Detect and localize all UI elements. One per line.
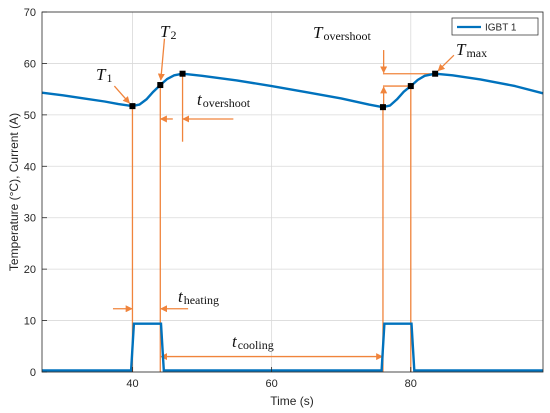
data-marker-6 bbox=[432, 70, 439, 77]
marker-layer bbox=[129, 70, 439, 111]
data-marker-2 bbox=[157, 82, 164, 89]
annotation-t2-main: T bbox=[160, 22, 171, 41]
annotation-t-cooling-main: t bbox=[232, 332, 238, 351]
annotation-t2: T2 bbox=[160, 22, 176, 42]
legend-label: IGBT 1 bbox=[485, 23, 517, 34]
annotation-T-overshoot-main: T bbox=[313, 23, 324, 42]
annotation-t-heating-sub: heating bbox=[184, 293, 219, 307]
pointer-t1 bbox=[113, 85, 130, 104]
annotation-t-cooling: tcooling bbox=[232, 332, 274, 352]
annotation-T-overshoot: Tovershoot bbox=[313, 23, 371, 43]
pointer-t2 bbox=[157, 38, 166, 81]
data-marker-5 bbox=[407, 83, 414, 90]
legend-box bbox=[451, 17, 539, 36]
annotation-t-heating: theating bbox=[178, 287, 219, 307]
y-tick-label: 0 bbox=[30, 367, 36, 379]
annotation-t2-sub: 2 bbox=[170, 28, 176, 42]
annotation-t-overshoot-sub: overshoot bbox=[203, 96, 251, 110]
y-tick-label: 30 bbox=[24, 213, 36, 225]
plot-area bbox=[42, 12, 543, 372]
series-current-line bbox=[42, 322, 543, 372]
annotation-t-max: Tmax bbox=[456, 40, 487, 60]
annotation-t1-sub: 1 bbox=[106, 71, 112, 85]
y-tick-label: 50 bbox=[24, 110, 36, 122]
x-tick-label: 80 bbox=[405, 378, 417, 390]
data-marker-4 bbox=[379, 104, 386, 111]
data-marker-3 bbox=[179, 70, 186, 77]
data-marker-1 bbox=[129, 103, 136, 110]
y-tick-label: 60 bbox=[24, 58, 36, 70]
annotation-t-max-main: T bbox=[456, 40, 467, 59]
y-axis-label: Temperature (°C), Current (A) bbox=[7, 113, 21, 271]
annotation-T-overshoot-sub: overshoot bbox=[323, 29, 371, 43]
annotation-t1-main: T bbox=[96, 65, 107, 84]
annotation-t-overshoot: tovershoot bbox=[197, 90, 251, 110]
x-tick-label: 40 bbox=[126, 378, 138, 390]
x-tick-label: 60 bbox=[266, 378, 278, 390]
pointer-t-max bbox=[437, 54, 455, 72]
ticks: 40 60 80 0 10 20 30 40 50 60 70 bbox=[24, 7, 417, 390]
annotation-t-overshoot-main: t bbox=[197, 90, 203, 109]
y-tick-label: 10 bbox=[24, 316, 36, 328]
legend: IGBT 1 bbox=[451, 17, 539, 36]
annotation-t-max-sub: max bbox=[466, 46, 487, 60]
y-tick-label: 20 bbox=[24, 264, 36, 276]
annotation-t1: T1 bbox=[96, 65, 112, 85]
annotation-t-heating-main: t bbox=[178, 287, 184, 306]
annotation-t-cooling-sub: cooling bbox=[238, 338, 274, 352]
x-axis-label: Time (s) bbox=[270, 394, 314, 408]
y-tick-label: 70 bbox=[24, 7, 36, 19]
y-tick-label: 40 bbox=[24, 161, 36, 173]
plot-frame bbox=[41, 11, 544, 373]
